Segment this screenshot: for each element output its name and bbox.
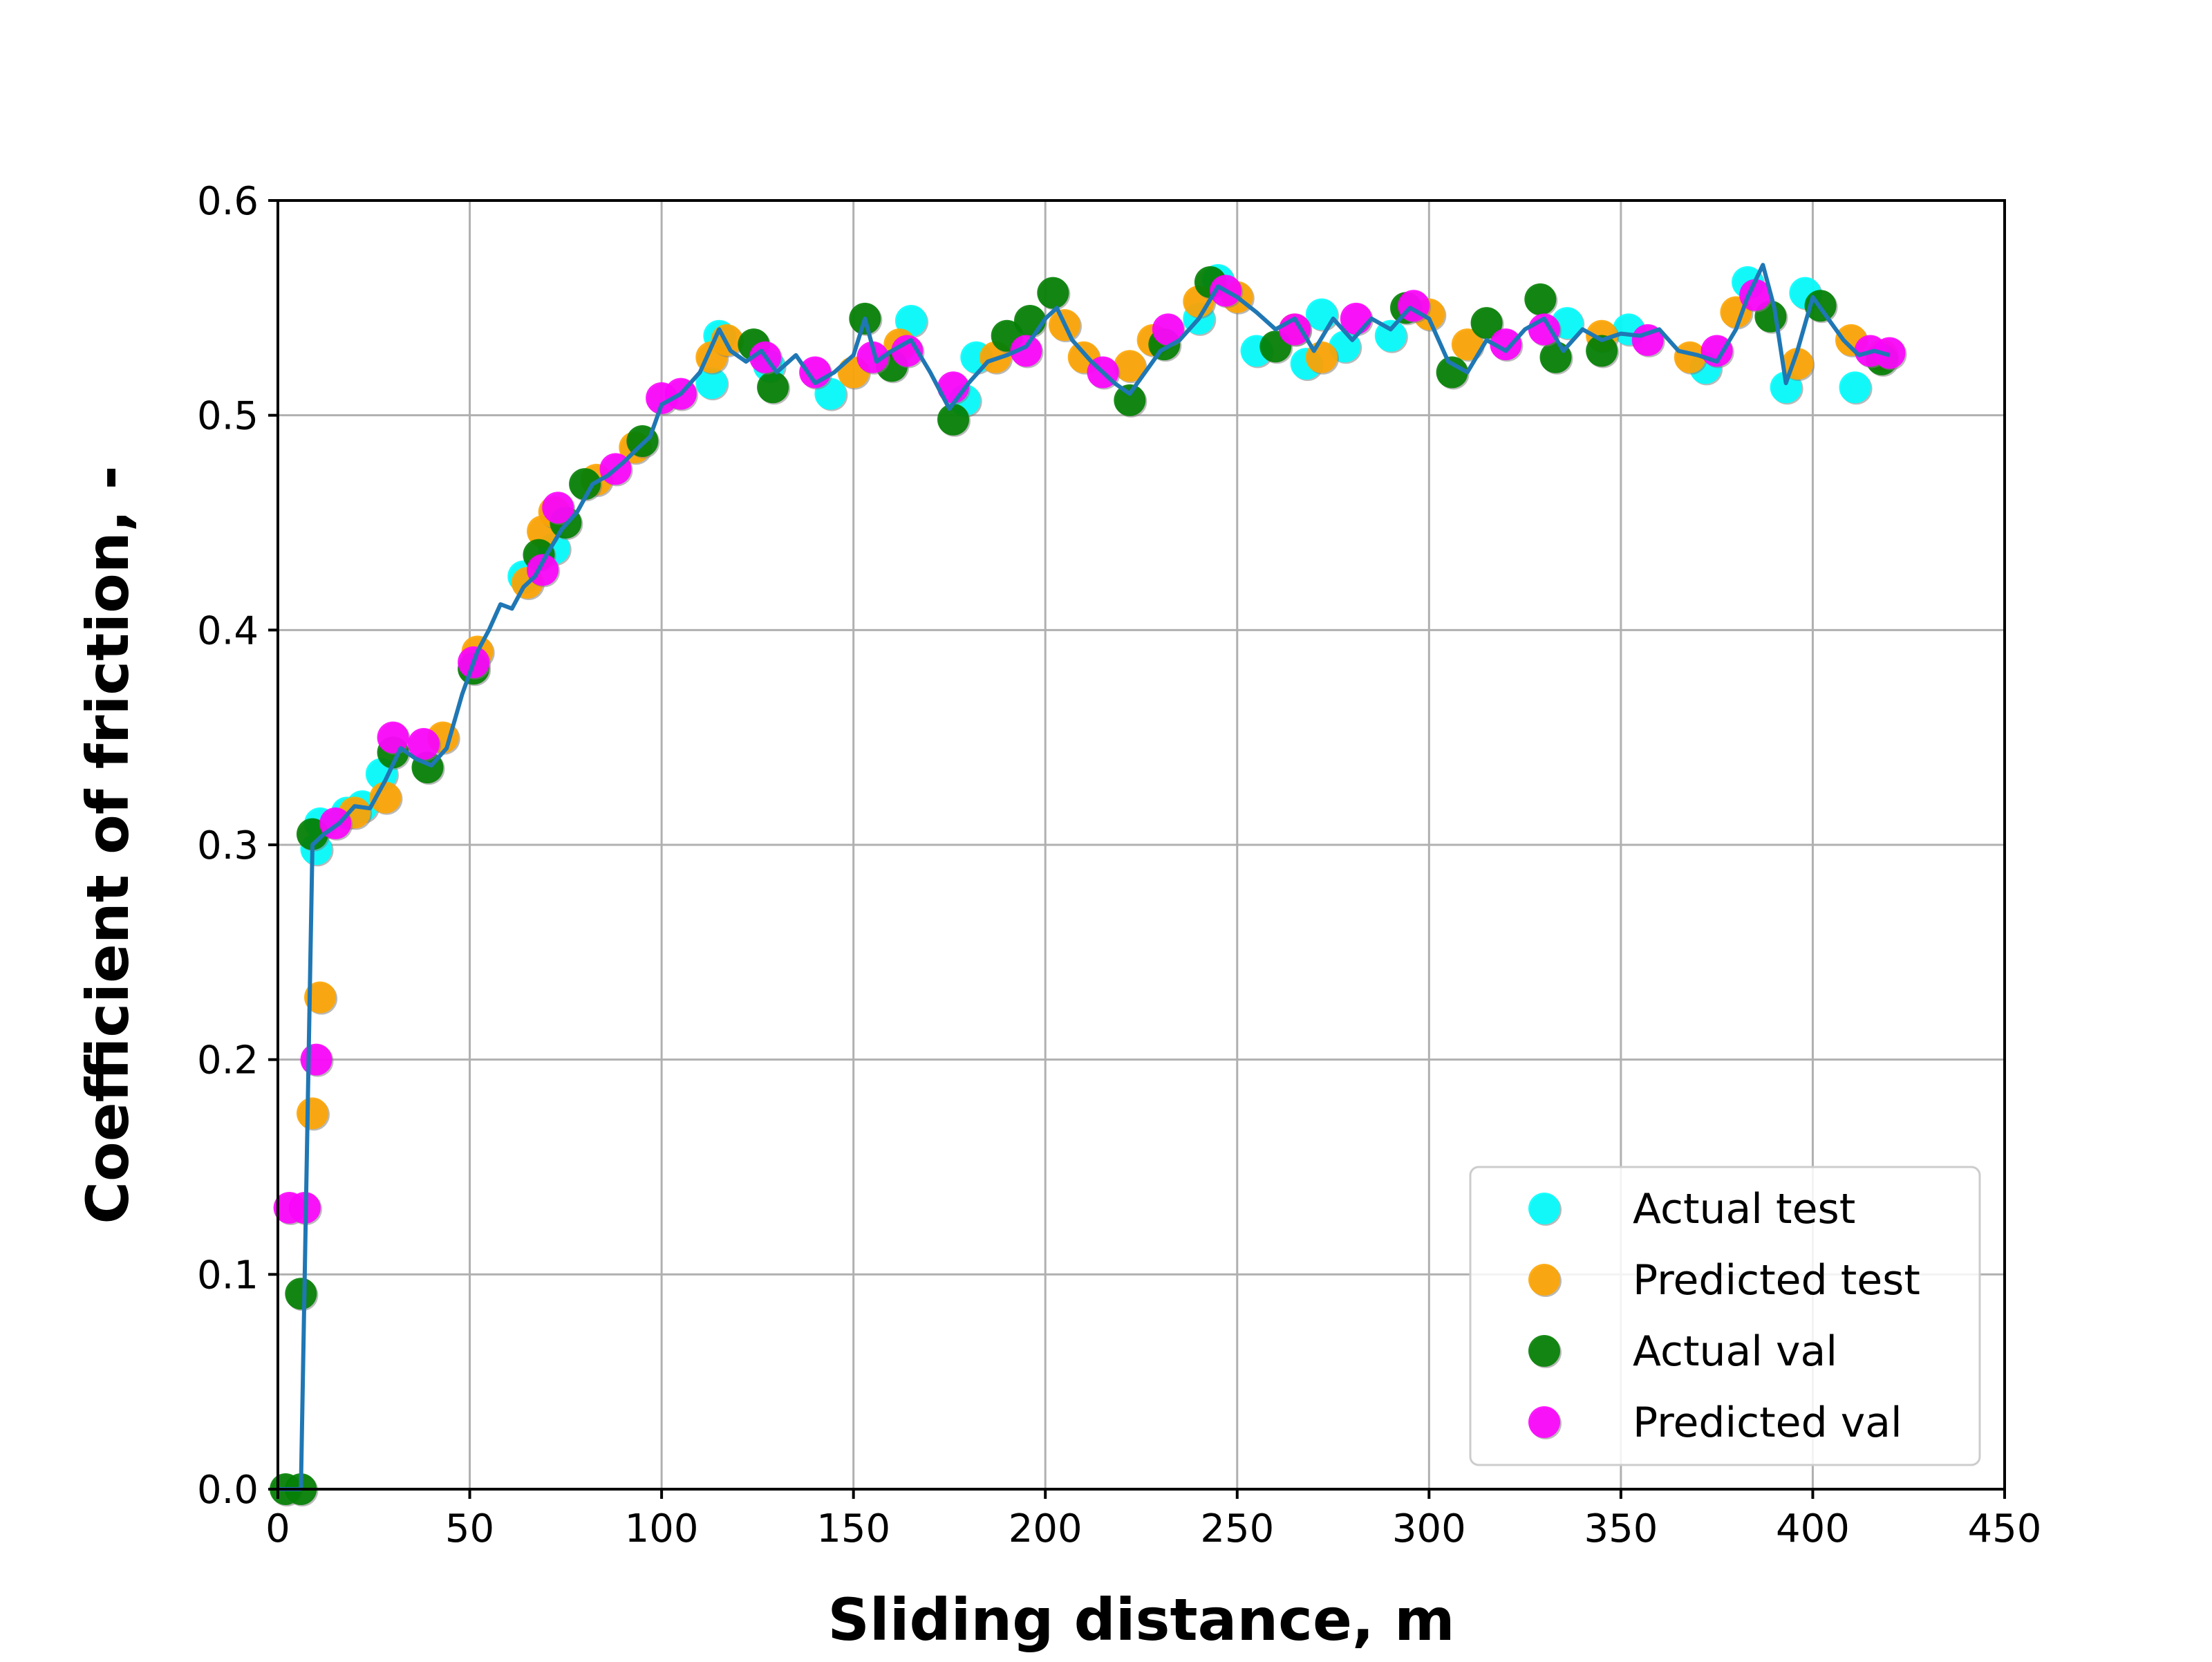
data-point bbox=[1470, 307, 1503, 339]
x-tick-label: 450 bbox=[1968, 1506, 2042, 1551]
data-point bbox=[1152, 313, 1184, 346]
x-tick-label: 50 bbox=[445, 1506, 494, 1551]
data-point bbox=[1436, 356, 1468, 389]
legend-label: Predicted val bbox=[1633, 1399, 1902, 1447]
data-point bbox=[1873, 337, 1906, 369]
data-point bbox=[891, 335, 924, 367]
y-tick-label: 0.6 bbox=[197, 179, 259, 224]
data-point bbox=[1374, 319, 1407, 352]
data-point bbox=[1114, 350, 1146, 382]
data-point bbox=[569, 468, 601, 501]
y-tick-label: 0.2 bbox=[197, 1038, 259, 1083]
x-tick-label: 0 bbox=[265, 1506, 290, 1551]
data-point bbox=[304, 981, 337, 1014]
x-tick-label: 200 bbox=[1009, 1506, 1082, 1551]
data-point bbox=[937, 403, 969, 436]
x-tick-label: 350 bbox=[1584, 1506, 1658, 1551]
series-line bbox=[278, 263, 1891, 1491]
data-point bbox=[377, 721, 409, 754]
x-tick-label: 300 bbox=[1392, 1506, 1466, 1551]
x-tick-label: 250 bbox=[1200, 1506, 1274, 1551]
data-point bbox=[856, 341, 889, 373]
plot-data bbox=[270, 263, 1907, 1506]
data-point bbox=[695, 367, 728, 400]
data-point bbox=[1839, 371, 1871, 404]
data-point bbox=[369, 781, 402, 814]
x-tick-label: 100 bbox=[625, 1506, 699, 1551]
legend-marker bbox=[1528, 1193, 1560, 1224]
axis-ticks: 0 50 100 150 200 250 300 350 400 450 0.0 0.1 0.2 0.3 0… bbox=[197, 179, 2042, 1551]
data-point bbox=[1674, 341, 1706, 373]
data-point bbox=[894, 304, 927, 337]
y-tick-label: 0.3 bbox=[197, 823, 259, 868]
data-point bbox=[300, 1043, 332, 1076]
legend-label: Predicted test bbox=[1633, 1256, 1920, 1305]
y-axis-title: Coefficient of friction, - bbox=[74, 465, 142, 1224]
y-tick-label: 0.1 bbox=[197, 1253, 259, 1298]
x-tick-label: 400 bbox=[1776, 1506, 1850, 1551]
data-point bbox=[1010, 335, 1042, 367]
y-tick-label: 0.5 bbox=[197, 394, 259, 439]
data-point bbox=[542, 492, 574, 524]
data-point bbox=[1586, 335, 1618, 367]
data-point bbox=[1490, 328, 1522, 361]
data-point bbox=[285, 1278, 317, 1310]
data-point bbox=[1524, 283, 1557, 315]
data-point bbox=[407, 727, 440, 760]
y-tick-label: 0.4 bbox=[197, 608, 259, 653]
legend-marker bbox=[1528, 1335, 1560, 1367]
data-point bbox=[1114, 384, 1146, 416]
data-point bbox=[1451, 328, 1483, 361]
legend-box bbox=[1469, 1166, 1981, 1466]
data-point bbox=[757, 371, 789, 404]
legend-marker bbox=[1528, 1406, 1560, 1438]
data-point bbox=[1014, 304, 1047, 337]
legend-label: Actual test bbox=[1633, 1185, 1855, 1233]
y-tick-label: 0.0 bbox=[197, 1468, 259, 1513]
legend-marker bbox=[1528, 1264, 1560, 1296]
legend-label: Actual val bbox=[1633, 1327, 1837, 1376]
x-axis-title: Sliding distance, m bbox=[827, 1586, 1454, 1654]
x-tick-label: 150 bbox=[816, 1506, 890, 1551]
data-point bbox=[1037, 277, 1069, 309]
legend: Actual test Predicted test Actual val Predi… bbox=[1469, 1166, 1981, 1466]
data-point bbox=[296, 1097, 328, 1130]
